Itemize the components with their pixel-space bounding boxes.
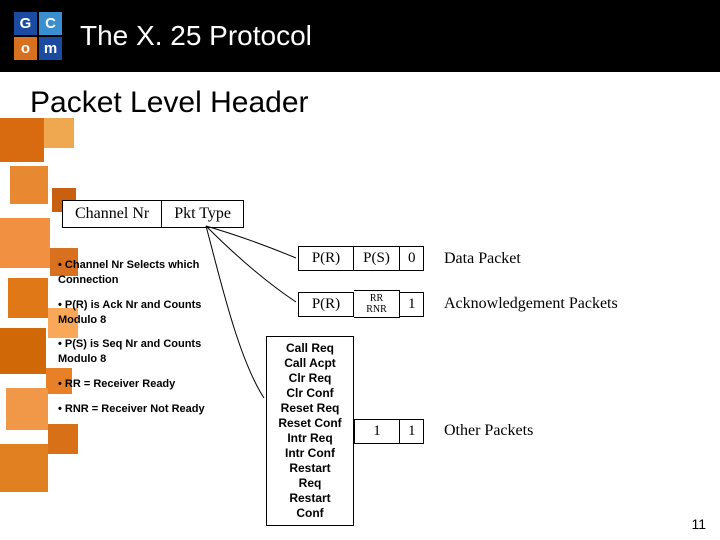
note-4: • RNR = Receiver Not Ready — [58, 402, 233, 417]
logo-o: o — [14, 37, 37, 60]
src-channel-nr: Channel Nr — [62, 200, 162, 228]
slide-subtitle: Packet Level Header — [0, 72, 720, 120]
logo-m: m — [39, 37, 62, 60]
row-ack-packet: P(R) RRRNR 1 Acknowledgement Packets — [298, 290, 618, 318]
data-label: Data Packet — [444, 250, 521, 268]
note-0: • Channel Nr Selects which Connection — [58, 258, 233, 288]
page-number: 11 — [691, 516, 706, 532]
diagram-area: Channel Nr Pkt Type • Channel Nr Selects… — [0, 118, 720, 518]
row-other-packet: Call ReqCall AcptClr ReqClr ConfReset Re… — [266, 336, 533, 526]
ack-pr: P(R) — [298, 292, 354, 317]
logo-g: G — [14, 12, 37, 35]
note-3: • RR = Receiver Ready — [58, 377, 233, 392]
note-2: • P(S) is Seq Nr and Counts Modulo 8 — [58, 337, 233, 367]
notes-list: • Channel Nr Selects which Connection • … — [58, 258, 233, 427]
data-flag: 0 — [400, 246, 424, 271]
source-header-table: Channel Nr Pkt Type — [62, 200, 244, 228]
data-pr: P(R) — [298, 246, 354, 271]
src-pkt-type: Pkt Type — [162, 200, 244, 228]
note-1: • P(R) is Ack Nr and Counts Modulo 8 — [58, 298, 233, 328]
logo-c: C — [39, 12, 62, 35]
header-bar: G C o m The X. 25 Protocol — [0, 0, 720, 72]
other-list: Call ReqCall AcptClr ReqClr ConfReset Re… — [266, 336, 354, 526]
logo: G C o m — [14, 12, 62, 60]
row-data-packet: P(R) P(S) 0 Data Packet — [298, 246, 521, 271]
other-c1: 1 — [354, 419, 400, 444]
ack-flag: 1 — [400, 292, 424, 317]
ack-label: Acknowledgement Packets — [444, 295, 618, 313]
ack-rr-rnr: RRRNR — [354, 290, 400, 318]
data-ps: P(S) — [354, 246, 400, 271]
other-c2: 1 — [400, 419, 424, 444]
slide-title: The X. 25 Protocol — [80, 20, 312, 52]
other-label: Other Packets — [444, 422, 533, 440]
